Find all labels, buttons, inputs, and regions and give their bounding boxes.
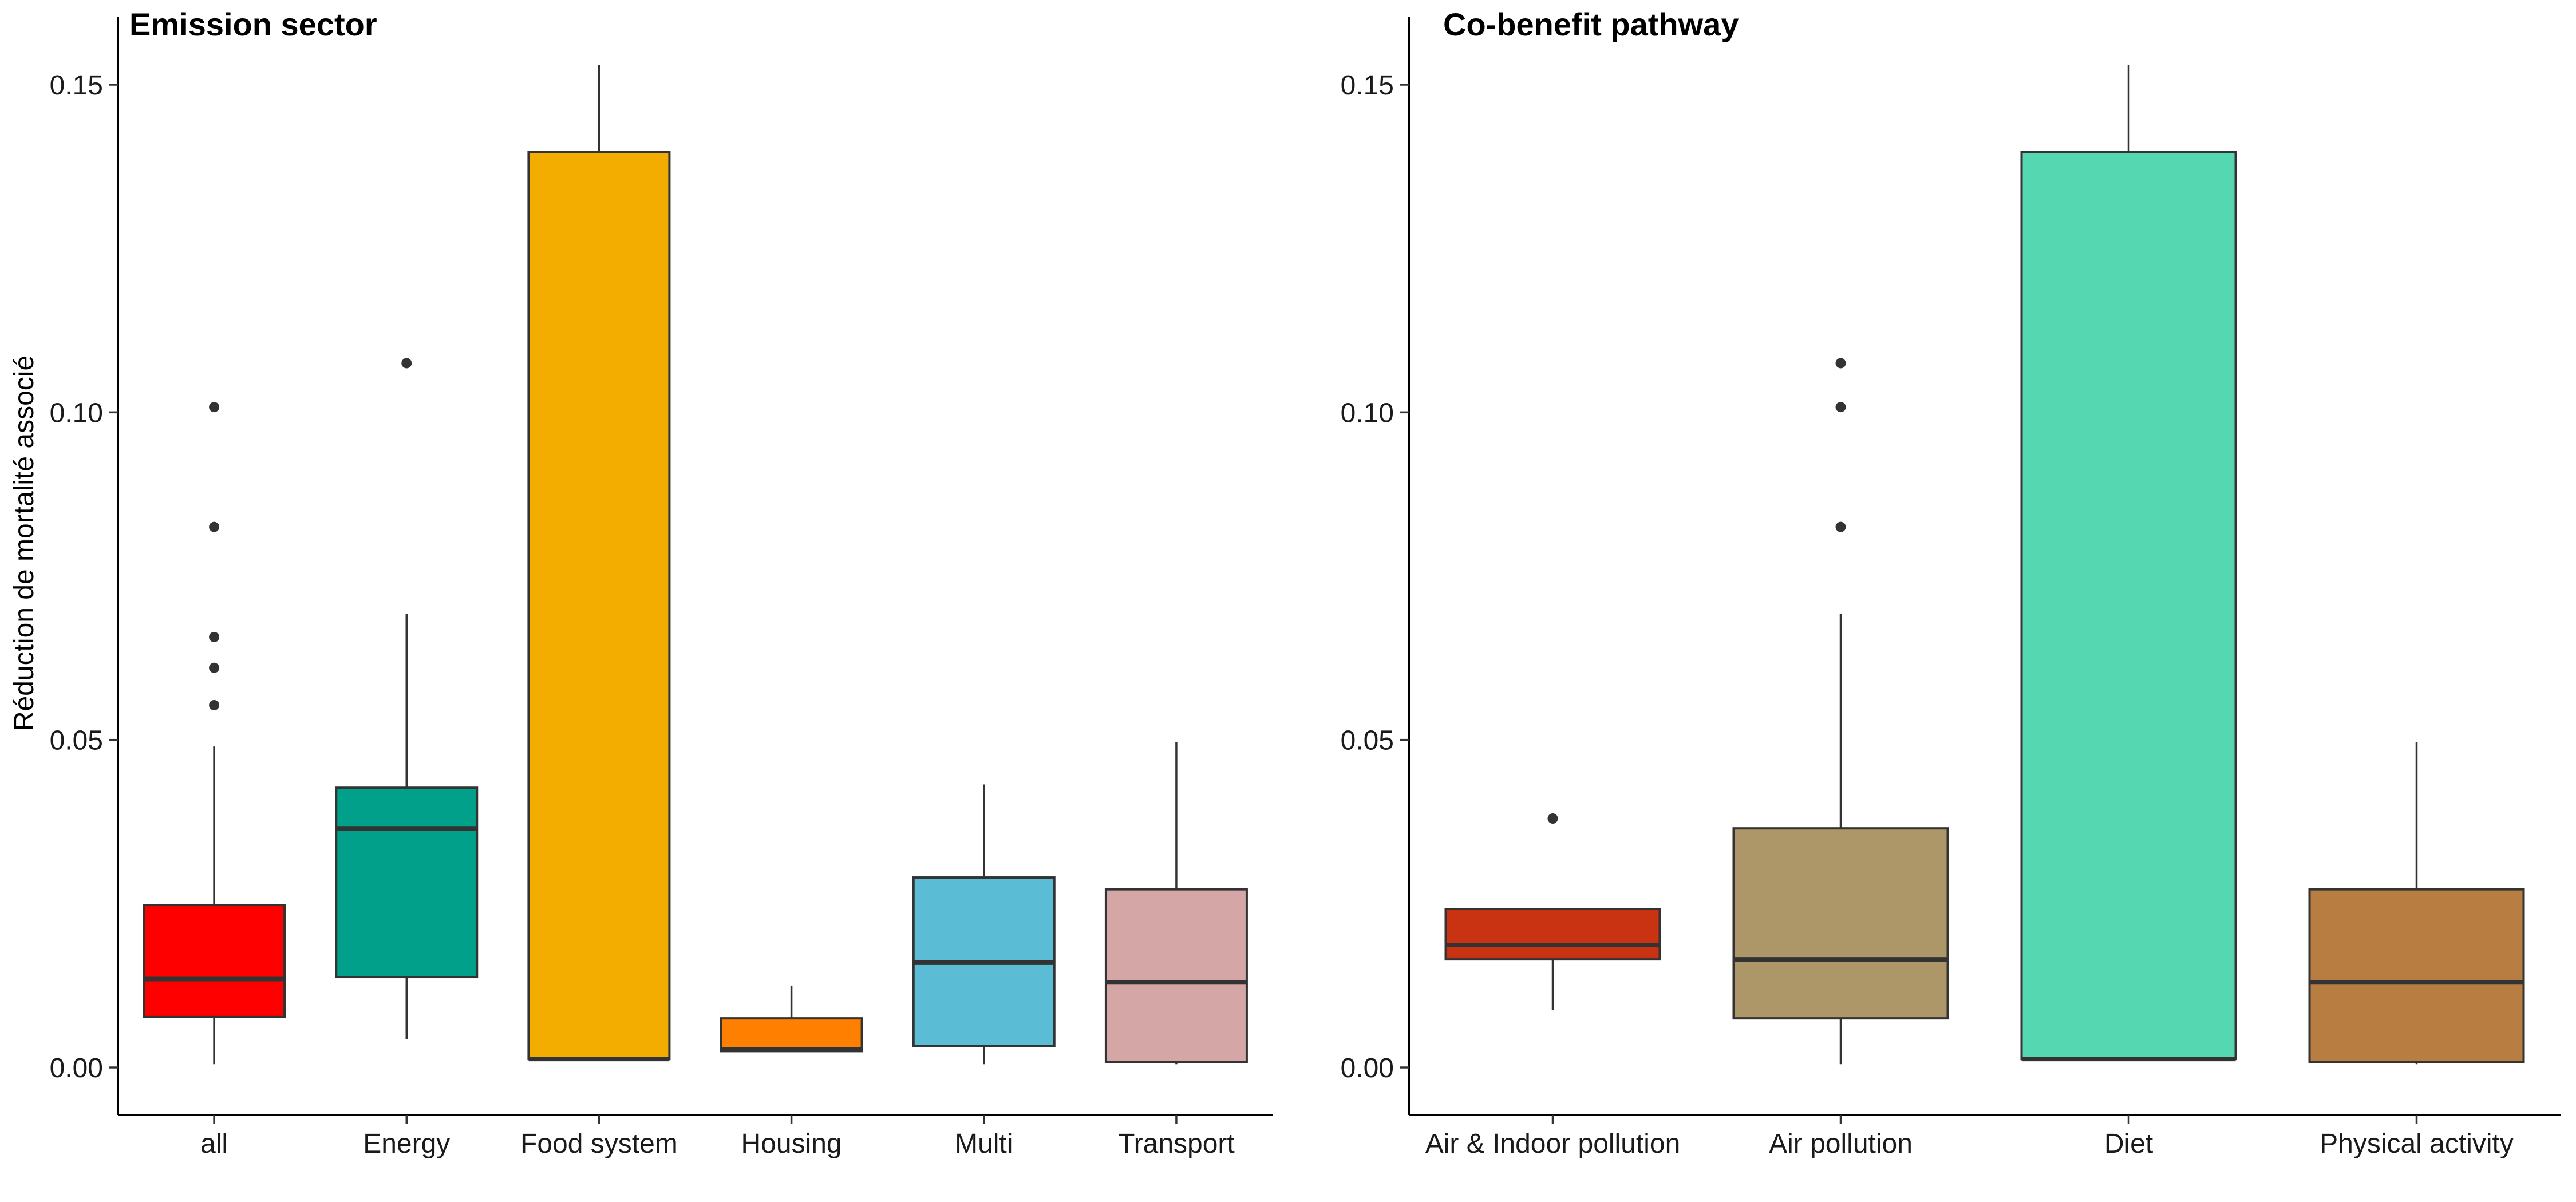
box-transport (1104, 742, 1248, 1065)
y-tick-label: 0.10 (1341, 398, 1394, 428)
panel-title: Emission sector (129, 6, 377, 42)
y-tick-label: 0.05 (50, 726, 103, 756)
outlier-point (209, 662, 220, 673)
box-iqr (720, 1017, 863, 1053)
outlier-point (1835, 521, 1846, 532)
x-tick-label: Transport (1118, 1129, 1235, 1159)
x-tick-label: Physical activity (2320, 1129, 2514, 1159)
box-air-and-indoor-pollution (1444, 813, 1661, 1010)
box-diet (2020, 65, 2237, 1062)
outlier-point (209, 402, 220, 413)
outlier-point (401, 358, 412, 369)
y-tick-label: 0.15 (1341, 70, 1394, 101)
x-tick-label: Air & Indoor pollution (1425, 1129, 1681, 1159)
y-tick-label: 0.15 (50, 70, 103, 101)
x-tick-label: Diet (2104, 1129, 2153, 1159)
panel-co-benefit-pathway: Co-benefit pathway 0.00 0.05 0.10 0.15 Air & … (1341, 6, 2561, 1159)
y-tick-label: 0.00 (50, 1053, 103, 1084)
x-tick-label: Air pollution (1769, 1129, 1913, 1159)
x-tick-label: Food system (520, 1129, 678, 1159)
panel-emission-sector: Emission sector Réduction de mortalité as… (9, 6, 1273, 1159)
box-air-pollution (1732, 358, 1949, 1065)
outlier-point (1547, 813, 1558, 824)
box-iqr (1732, 827, 1949, 1020)
box-iqr (1104, 888, 1248, 1063)
box-energy (335, 358, 479, 1039)
y-tick-label: 0.10 (50, 398, 103, 428)
box-food-system (527, 65, 671, 1062)
outlier-point (209, 631, 220, 642)
x-tick-label: all (200, 1129, 228, 1159)
box-iqr (143, 904, 286, 1018)
x-tick-label: Energy (363, 1129, 450, 1159)
box-iqr (335, 786, 479, 979)
y-tick-label: 0.05 (1341, 726, 1394, 756)
box-iqr (2020, 151, 2237, 1061)
box-all (143, 402, 286, 1065)
box-iqr (527, 151, 671, 1061)
outlier-point (209, 699, 220, 710)
panel-title: Co-benefit pathway (1443, 6, 1739, 42)
box-iqr (1444, 907, 1661, 961)
box-iqr (2308, 888, 2525, 1063)
y-tick-label: 0.00 (1341, 1053, 1394, 1084)
x-tick-label: Multi (955, 1129, 1013, 1159)
box-physical-activity (2308, 742, 2525, 1065)
x-tick-label: Housing (741, 1129, 842, 1159)
box-housing (720, 985, 863, 1053)
box-multi (912, 784, 1056, 1065)
y-axis-title: Réduction de mortalité associé (9, 355, 39, 731)
outlier-point (209, 521, 220, 532)
outlier-point (1835, 358, 1846, 369)
outlier-point (1835, 402, 1846, 413)
